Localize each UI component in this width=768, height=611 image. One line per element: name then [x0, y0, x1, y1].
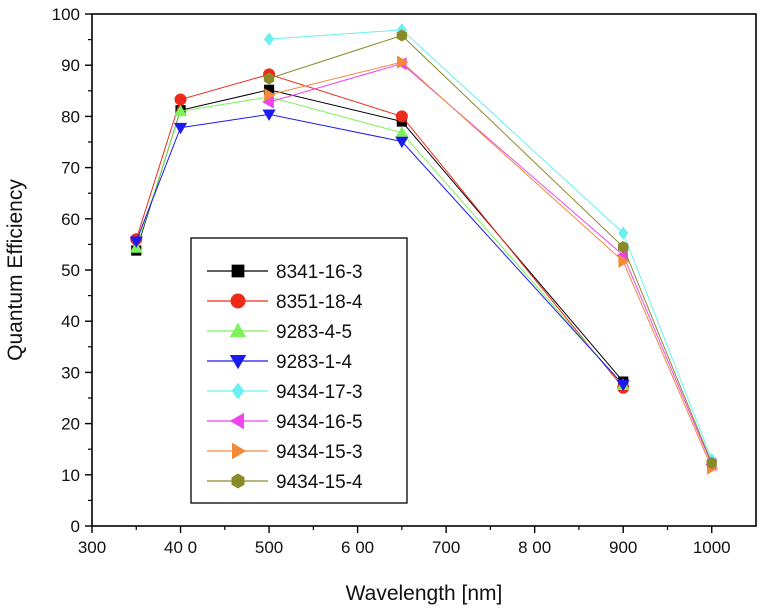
- y-tick-label: 100: [52, 5, 80, 24]
- data-point: [263, 72, 275, 85]
- legend-box: [190, 237, 408, 504]
- data-point: [616, 379, 630, 392]
- y-axis-title: Quantum Efficiency: [4, 179, 27, 361]
- legend: 8341-16-3 8351-18-4 9283-4-5 9283-1-4 9434-1…: [190, 237, 408, 504]
- x-tick-label: 700: [432, 538, 460, 557]
- legend-marker: [231, 264, 245, 278]
- data-point: [263, 84, 275, 95]
- legend-marker: [231, 382, 245, 400]
- x-tick-label: 40 0: [164, 538, 197, 557]
- y-tick-label: 70: [61, 159, 80, 178]
- data-point: [174, 93, 187, 106]
- data-point: [706, 457, 717, 470]
- legend-item: 9283-4-5: [207, 322, 352, 343]
- y-tick-label: 90: [61, 56, 80, 75]
- y-tick-label: 80: [61, 107, 80, 126]
- legend-item: 9434-15-4: [207, 472, 363, 493]
- x-tick-label: 8 00: [518, 538, 551, 557]
- legend-label: 9434-17-3: [276, 382, 363, 403]
- legend-marker: [229, 322, 247, 337]
- data-point: [397, 55, 409, 69]
- legend-marker: [230, 293, 246, 309]
- y-tick-label: 60: [61, 210, 80, 229]
- y-tick-label: 50: [61, 261, 80, 280]
- legend-label: 9434-15-4: [276, 472, 363, 493]
- y-tick-label: 20: [61, 415, 80, 434]
- legend-label: 9283-1-4: [276, 352, 352, 373]
- legend-marker: [231, 473, 245, 489]
- legend-item: 8341-16-3: [207, 262, 363, 283]
- legend-item: 9434-16-5: [207, 412, 363, 433]
- y-tick-label: 10: [61, 466, 80, 485]
- legend-item: 9434-17-3: [207, 382, 363, 403]
- data-point: [618, 240, 629, 253]
- data-point: [395, 126, 409, 138]
- data-point: [262, 95, 274, 109]
- legend-item: 8351-18-4: [207, 292, 363, 313]
- series-line: [268, 63, 713, 465]
- series-9283-1-4: [129, 109, 630, 392]
- series-line: [269, 29, 713, 460]
- series-9434-15-4: [263, 29, 717, 470]
- y-tick-label: 40: [61, 312, 80, 331]
- y-tick-label: 0: [71, 517, 80, 536]
- legend-item: 9434-15-3: [207, 442, 363, 463]
- legend-label: 9434-16-5: [276, 412, 363, 433]
- legend-label: 9283-4-5: [276, 322, 352, 343]
- x-tick-label: 900: [609, 538, 637, 557]
- data-point: [129, 236, 143, 248]
- x-tick-label: 1000: [693, 538, 731, 557]
- data-point: [263, 32, 275, 46]
- data-point: [618, 226, 629, 240]
- x-tick-label: 500: [255, 538, 283, 557]
- data-point: [262, 109, 276, 121]
- axes-layer: 300 40 0 500 6 00 700 8 00 900 1000 0 10 20 30 40 50 6…: [52, 5, 731, 557]
- data-point: [396, 29, 408, 42]
- legend-marker: [232, 442, 247, 460]
- x-tick-label: 300: [78, 538, 106, 557]
- x-tick-label: 6 00: [341, 538, 374, 557]
- x-axis-title: Wavelength [nm]: [346, 582, 503, 605]
- data-point: [395, 136, 409, 149]
- series-line: [268, 61, 713, 469]
- series-layer: [129, 23, 719, 475]
- data-point: [173, 104, 188, 117]
- data-point: [395, 110, 408, 123]
- legend-marker: [229, 412, 244, 430]
- legend-marker: [229, 355, 247, 370]
- legend-label: 8341-16-3: [276, 262, 363, 283]
- y-tick-label: 30: [61, 363, 80, 382]
- data-point: [173, 122, 188, 135]
- legend-label: 9434-15-3: [276, 442, 363, 463]
- series-line: [268, 34, 713, 464]
- legend-label: 8351-18-4: [276, 292, 363, 313]
- legend-item: 9283-1-4: [207, 352, 352, 373]
- data-point: [264, 88, 276, 102]
- data-point: [618, 254, 630, 268]
